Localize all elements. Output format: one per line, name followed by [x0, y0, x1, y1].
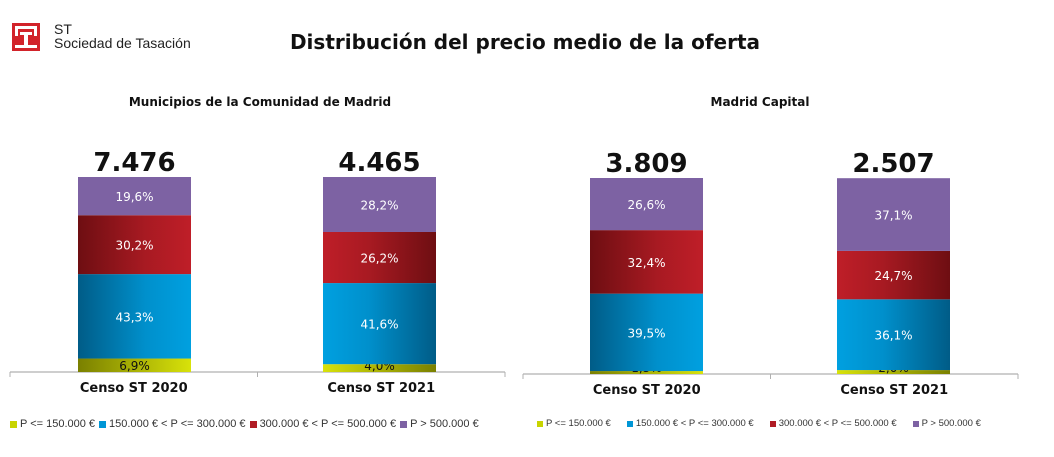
legend-swatch: [912, 420, 919, 427]
data-label: 28,2%: [360, 198, 398, 212]
bar-segment-gt500: [837, 178, 950, 251]
legend-label: P > 500.000 €: [921, 418, 981, 429]
bar-segment-150to300: [78, 274, 191, 359]
legend-comunidad: P <= 150.000 € 150.000 € < P <= 300.000 €…: [10, 418, 483, 430]
bar-total-label: 3.809: [605, 149, 687, 179]
x-tick-label: Censo ST 2020: [593, 383, 701, 398]
data-label: 43,3%: [115, 310, 153, 324]
data-label: 19,6%: [115, 190, 153, 204]
legend-swatch: [537, 420, 543, 427]
data-label: 24,7%: [874, 269, 912, 283]
chart-title-capital: Madrid Capital: [710, 95, 810, 109]
bar-segment-150to300: [837, 299, 950, 371]
legend-capital: P <= 150.000 € 150.000 € < P <= 300.000 €…: [537, 418, 997, 429]
legend-item-le150: P <= 150.000 €: [10, 418, 95, 430]
data-label: 36,1%: [874, 329, 912, 343]
legend-item-gt500: P > 500.000 €: [400, 418, 479, 430]
legend-label: P <= 150.000 €: [20, 418, 96, 430]
chart-title-comunidad: Municipios de la Comunidad de Madrid: [128, 95, 392, 109]
bar-segment-gt500: [78, 177, 191, 216]
data-label: 41,6%: [360, 318, 398, 332]
legend-item-300to500: 300.000 € < P <= 500.000 €: [249, 418, 397, 430]
legend-swatch: [10, 420, 17, 428]
legend-swatch: [626, 420, 633, 427]
legend-label: P <= 150.000 €: [546, 418, 611, 429]
legend-item-gt500: P > 500.000 €: [912, 418, 981, 429]
legend-label: P > 500.000 €: [410, 418, 479, 430]
bar-segment-150to300: [323, 283, 436, 365]
x-tick-label: Censo ST 2021: [840, 383, 948, 398]
legend-item-le150: P <= 150.000 €: [537, 418, 611, 429]
bar-segment-le150: [323, 364, 436, 372]
legend-label: 150.000 € < P <= 300.000 €: [109, 418, 246, 430]
data-label: 37,1%: [874, 209, 912, 223]
data-label: 6,9%: [119, 359, 150, 373]
bar-total-label: 7.476: [93, 148, 175, 178]
bar-segment-le150: [78, 358, 191, 372]
legend-item-150to300: 150.000 € < P <= 300.000 €: [99, 418, 246, 430]
legend-swatch: [769, 420, 776, 427]
legend-label: 150.000 € < P <= 300.000 €: [635, 418, 754, 429]
legend-swatch: [99, 420, 107, 428]
legend-item-300to500: 300.000 € < P <= 500.000 €: [769, 418, 897, 429]
x-tick-label: Censo ST 2021: [327, 381, 435, 396]
legend-swatch: [400, 420, 408, 428]
sociedad-de-tasacion-logo: [12, 23, 40, 51]
data-label: 39,5%: [627, 326, 665, 340]
bar-segment-300to500: [323, 231, 436, 284]
logo-text-name: Sociedad de Tasación: [54, 35, 191, 51]
logo-text: ST Sociedad de Tasación: [54, 22, 191, 50]
bar-segment-150to300: [590, 293, 703, 372]
legend-item-150to300: 150.000 € < P <= 300.000 €: [626, 418, 754, 429]
bar-total-label: 4.465: [338, 148, 420, 178]
x-tick-label: Censo ST 2020: [80, 381, 188, 396]
bar-segment-le150: [590, 371, 703, 374]
page-title: Distribución del precio medio de la ofer…: [0, 30, 1054, 54]
bar-segment-gt500: [323, 177, 436, 232]
page-title-text: Distribución del precio medio de la ofer…: [289, 30, 761, 54]
legend-label: 300.000 € < P <= 500.000 €: [778, 418, 897, 429]
bar-segment-300to500: [590, 230, 703, 294]
data-label: 30,2%: [115, 239, 153, 253]
data-label: 26,2%: [360, 252, 398, 266]
bar-segment-300to500: [837, 250, 950, 300]
bar-segment-le150: [837, 370, 950, 374]
legend-label: 300.000 € < P <= 500.000 €: [259, 418, 397, 430]
legend-swatch: [249, 420, 257, 428]
bar-segment-300to500: [78, 215, 191, 275]
bar-segment-gt500: [590, 178, 703, 231]
data-label: 32,4%: [627, 256, 665, 270]
logo-text-st: ST: [54, 21, 72, 37]
bar-total-label: 2.507: [852, 149, 934, 179]
data-label: 26,6%: [627, 198, 665, 212]
